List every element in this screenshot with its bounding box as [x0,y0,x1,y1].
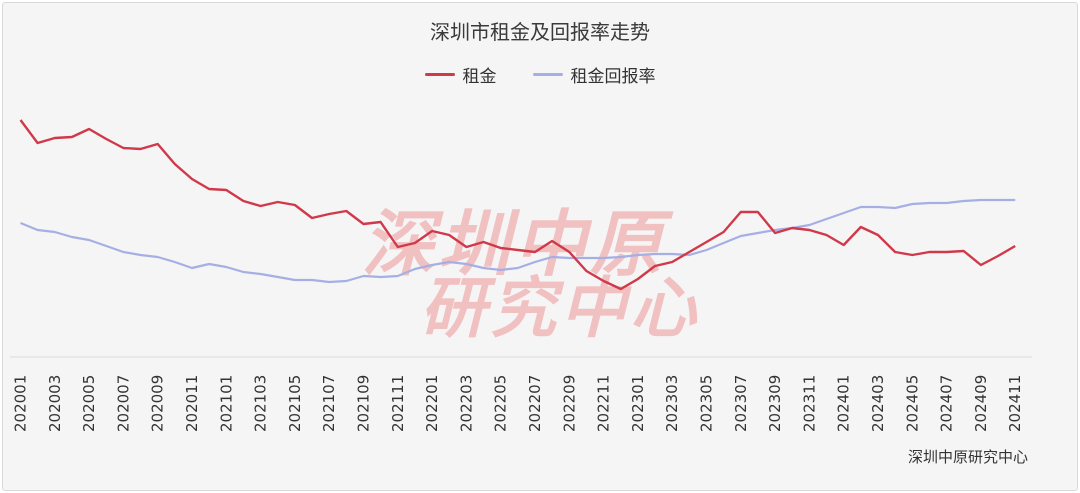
x-tick-label: 202105 [286,375,304,432]
x-tick-label: 202007 [114,375,132,432]
x-tick-label: 202403 [869,375,887,432]
x-tick-label: 202211 [595,375,613,432]
x-tick-label: 202303 [663,375,681,432]
x-tick-label: 202003 [46,375,64,432]
x-tick-label: 202103 [252,375,270,432]
x-tick-label: 202205 [492,375,510,432]
x-tick-label: 202107 [320,375,338,432]
x-tick-label: 202201 [423,375,441,432]
x-tick-labels: 202001 202003 202005 202007 202009 202011 2021… [12,375,1025,432]
x-tick-label: 202401 [835,375,853,432]
x-tick-label: 202411 [1006,375,1024,432]
series-lines [19,119,1016,291]
x-tick-label: 202311 [800,375,818,432]
chart-title: 深圳市租金及回报率走势 [430,20,650,44]
series-line-rent[interactable] [19,119,1016,291]
x-tick-label: 202405 [903,375,921,432]
x-tick-label: 202009 [149,375,167,432]
legend-item-rent[interactable]: 租金 [424,62,497,87]
x-tick-label: 202109 [355,375,373,432]
legend-swatch-rent [424,73,455,76]
x-tick-label: 202111 [389,375,407,432]
legend-label-rent: 租金 [462,67,497,87]
series-line-yield[interactable] [20,198,1016,284]
x-tick-label: 202305 [698,375,716,432]
x-tick-label: 202005 [80,375,98,432]
x-tick-label: 202309 [766,375,784,432]
source-label: 深圳中原研究中心 [907,448,1028,466]
x-tick-label: 202301 [629,375,647,432]
chart-legend: 租金 租金回报率 [0,62,1080,87]
x-tick-label: 202207 [526,375,544,432]
x-tick-label: 202001 [12,375,30,432]
legend-label-yield: 租金回报率 [570,67,656,87]
x-tick-label: 202209 [560,375,578,432]
x-tick-label: 202101 [217,375,235,432]
x-tick-label: 202307 [732,375,750,432]
legend-item-yield[interactable]: 租金回报率 [532,62,656,87]
x-tick-label: 202011 [183,375,201,432]
legend-swatch-yield [532,73,563,76]
x-tick-label: 202409 [972,375,990,432]
x-tick-label: 202203 [457,375,475,432]
x-tick-label: 202407 [938,375,956,432]
